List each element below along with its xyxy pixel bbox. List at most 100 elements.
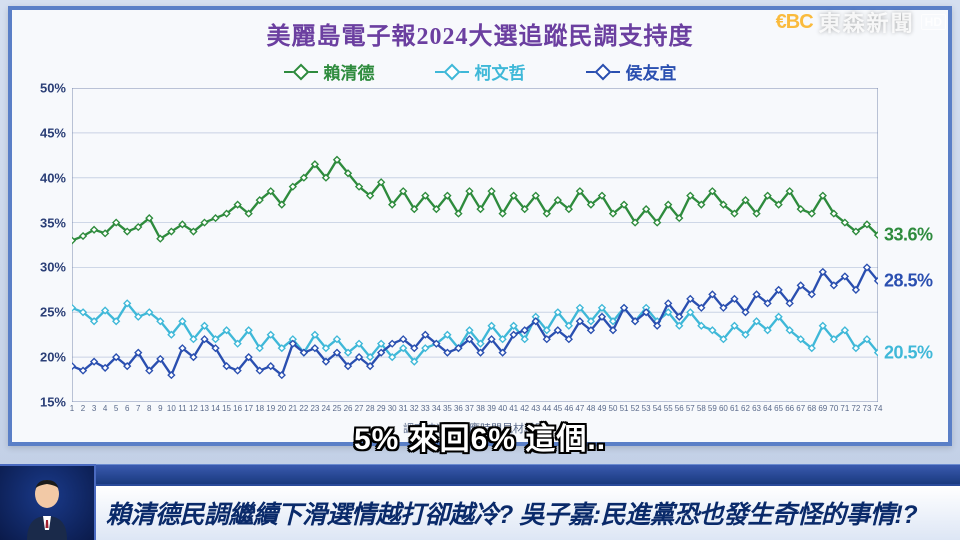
x-tick-label: 55 xyxy=(664,404,673,413)
logo-station: 東森新聞 xyxy=(819,6,915,38)
legend-item-lai: 賴清德 xyxy=(284,59,375,84)
x-tick-label: 52 xyxy=(631,404,640,413)
x-tick-label: 23 xyxy=(310,404,319,413)
y-tick-label: 25% xyxy=(40,305,72,320)
chart-legend: 賴清德 柯文哲 侯友宜 xyxy=(12,59,948,84)
x-tick-label: 36 xyxy=(454,404,463,413)
y-tick-label: 15% xyxy=(40,395,72,410)
legend-marker-lai xyxy=(284,71,318,73)
x-tick-label: 32 xyxy=(410,404,419,413)
x-tick-label: 2 xyxy=(81,404,85,413)
x-tick-label: 29 xyxy=(377,404,386,413)
x-tick-label: 27 xyxy=(355,404,364,413)
x-tick-label: 31 xyxy=(399,404,408,413)
x-tick-label: 64 xyxy=(763,404,772,413)
series-end-label-ko: 20.5% xyxy=(884,342,933,363)
x-tick-label: 20 xyxy=(277,404,286,413)
x-tick-label: 24 xyxy=(321,404,330,413)
anchor-icon xyxy=(19,472,75,540)
x-tick-label: 21 xyxy=(288,404,297,413)
x-tick-label: 3 xyxy=(92,404,96,413)
x-tick-label: 30 xyxy=(388,404,397,413)
x-tick-label: 37 xyxy=(465,404,474,413)
x-tick-label: 18 xyxy=(255,404,264,413)
x-tick-label: 63 xyxy=(752,404,761,413)
x-tick-label: 15 xyxy=(222,404,231,413)
x-tick-label: 11 xyxy=(178,404,186,413)
y-tick-label: 20% xyxy=(40,350,72,365)
x-tick-label: 58 xyxy=(697,404,706,413)
x-tick-label: 68 xyxy=(807,404,816,413)
y-tick-label: 30% xyxy=(40,260,72,275)
x-tick-label: 33 xyxy=(421,404,430,413)
x-tick-label: 61 xyxy=(730,404,739,413)
x-tick-label: 38 xyxy=(476,404,485,413)
x-tick-label: 14 xyxy=(211,404,220,413)
x-tick-label: 74 xyxy=(874,404,883,413)
x-tick-label: 39 xyxy=(487,404,496,413)
x-tick-label: 62 xyxy=(741,404,750,413)
x-tick-label: 48 xyxy=(586,404,595,413)
news-ticker: 賴清德民調繼續下滑選情越打卻越冷? 吳子嘉:民進黨恐也發生奇怪的事情!? xyxy=(96,464,960,540)
x-tick-label: 13 xyxy=(200,404,209,413)
chart-plot-area: 15%20%25%30%35%40%45%50%1234567891011121… xyxy=(72,88,878,402)
network-logo: €BC 東森新聞 HD xyxy=(776,6,946,38)
legend-marker-ko xyxy=(435,71,469,73)
x-tick-label: 6 xyxy=(125,404,129,413)
x-tick-label: 70 xyxy=(829,404,838,413)
x-tick-label: 59 xyxy=(708,404,717,413)
x-tick-label: 41 xyxy=(509,404,518,413)
broadcast-screen: 美麗島電子報2024大選追蹤民調支持度 賴清德 柯文哲 侯友宜 15%20%25… xyxy=(0,0,960,540)
x-tick-label: 25 xyxy=(333,404,342,413)
anchor-thumbnail xyxy=(0,464,96,540)
y-tick-label: 40% xyxy=(40,170,72,185)
x-tick-label: 60 xyxy=(719,404,728,413)
x-tick-label: 26 xyxy=(344,404,353,413)
x-tick-label: 49 xyxy=(598,404,607,413)
x-tick-label: 16 xyxy=(233,404,242,413)
legend-label: 柯文哲 xyxy=(475,59,526,84)
x-tick-label: 45 xyxy=(553,404,562,413)
x-tick-label: 50 xyxy=(609,404,618,413)
x-tick-label: 28 xyxy=(366,404,375,413)
x-tick-label: 17 xyxy=(244,404,253,413)
x-tick-label: 66 xyxy=(785,404,794,413)
legend-item-hou: 侯友宜 xyxy=(586,59,677,84)
x-tick-label: 4 xyxy=(103,404,107,413)
y-tick-label: 45% xyxy=(40,125,72,140)
x-tick-label: 51 xyxy=(620,404,629,413)
x-tick-label: 5 xyxy=(114,404,118,413)
x-tick-label: 9 xyxy=(158,404,162,413)
series-end-label-hou: 28.5% xyxy=(884,270,933,291)
video-subtitle: 5% 來回6% 這個.. xyxy=(354,414,606,458)
x-tick-label: 1 xyxy=(70,404,74,413)
x-tick-label: 43 xyxy=(531,404,540,413)
lower-third: 賴清德民調繼續下滑選情越打卻越冷? 吳子嘉:民進黨恐也發生奇怪的事情!? xyxy=(0,464,960,540)
x-tick-label: 40 xyxy=(498,404,507,413)
legend-label: 賴清德 xyxy=(324,59,375,84)
x-tick-label: 8 xyxy=(147,404,151,413)
logo-ebc: €BC xyxy=(776,11,813,34)
chart-panel: 美麗島電子報2024大選追蹤民調支持度 賴清德 柯文哲 侯友宜 15%20%25… xyxy=(8,6,952,446)
x-tick-label: 69 xyxy=(818,404,827,413)
x-tick-label: 73 xyxy=(863,404,872,413)
x-tick-label: 10 xyxy=(167,404,176,413)
x-tick-label: 54 xyxy=(653,404,662,413)
x-tick-label: 56 xyxy=(675,404,684,413)
x-tick-label: 12 xyxy=(189,404,198,413)
x-tick-label: 72 xyxy=(851,404,860,413)
x-tick-label: 22 xyxy=(299,404,308,413)
x-tick-label: 19 xyxy=(266,404,275,413)
series-end-label-lai: 33.6% xyxy=(884,225,933,246)
y-tick-label: 50% xyxy=(40,81,72,96)
x-tick-label: 42 xyxy=(520,404,529,413)
x-tick-label: 71 xyxy=(840,404,849,413)
x-tick-label: 35 xyxy=(443,404,452,413)
logo-hd: HD xyxy=(921,14,946,30)
ticker-headline: 賴清德民調繼續下滑選情越打卻越冷? 吳子嘉:民進黨恐也發生奇怪的事情!? xyxy=(96,484,960,540)
legend-label: 侯友宜 xyxy=(626,59,677,84)
x-tick-label: 46 xyxy=(564,404,573,413)
legend-item-ko: 柯文哲 xyxy=(435,59,526,84)
x-tick-label: 7 xyxy=(136,404,140,413)
x-tick-label: 44 xyxy=(542,404,551,413)
